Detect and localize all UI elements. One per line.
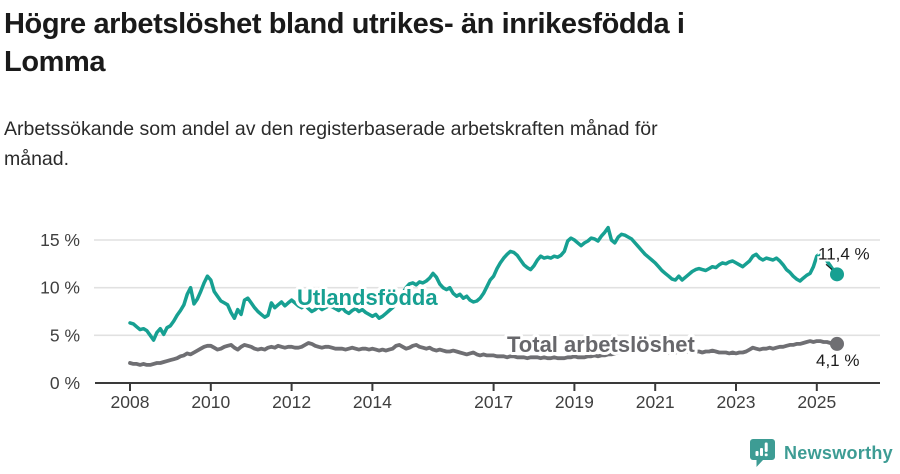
end-dot-total-arbetsloshet (830, 336, 844, 351)
end-label-total-arbetsloshet: 4,1 % (816, 351, 859, 370)
x-axis-label: 2014 (353, 392, 392, 412)
x-axis-label: 2019 (555, 392, 594, 412)
x-axis-label: 2010 (191, 392, 230, 412)
series-line-total-arbetsloshet (128, 339, 839, 367)
x-axis-label: 2012 (272, 392, 311, 412)
newsworthy-wordmark: Newsworthy (783, 442, 893, 463)
y-axis-label: 0 % (50, 373, 80, 393)
y-axis-label: 15 % (40, 230, 80, 250)
end-label-utlandsfodda: 11,4 % (818, 244, 870, 263)
series-line-utlandsfodda (128, 225, 839, 342)
x-axis-label: 2023 (717, 392, 756, 412)
exclamation-bar (764, 442, 768, 452)
y-axis-label: 5 % (50, 325, 80, 345)
chart-subtitle: Arbetssökande som andel av den registerb… (4, 118, 658, 170)
chart-title: Högre arbetslöshet bland utrikes- än inr… (4, 8, 685, 78)
bar-tall (759, 448, 763, 456)
newsworthy-logo: Newsworthy (749, 438, 893, 468)
series-label-total-arbetsloshet: Total arbetslöshet (507, 332, 696, 357)
series-label-utlandsfodda: Utlandsfödda (297, 285, 438, 310)
bar-small (755, 451, 759, 456)
x-axis-label: 2008 (111, 392, 150, 412)
end-dot-utlandsfodda (830, 267, 844, 282)
line-chart: 0 % 5 % 10 % 15 % 2008 2010 2012 2014 2017 2019 20… (0, 196, 900, 414)
x-axis-label: 2021 (636, 392, 675, 412)
chart-canvas: 0 % 5 % 10 % 15 % 2008 2010 2012 2014 2017 2019 20… (40, 225, 880, 412)
newsworthy-icon (749, 439, 775, 467)
x-axis-label: 2017 (474, 392, 513, 412)
y-axis-label: 10 % (40, 278, 80, 298)
exclamation-dot (764, 453, 768, 457)
x-axis-label: 2025 (797, 392, 836, 412)
